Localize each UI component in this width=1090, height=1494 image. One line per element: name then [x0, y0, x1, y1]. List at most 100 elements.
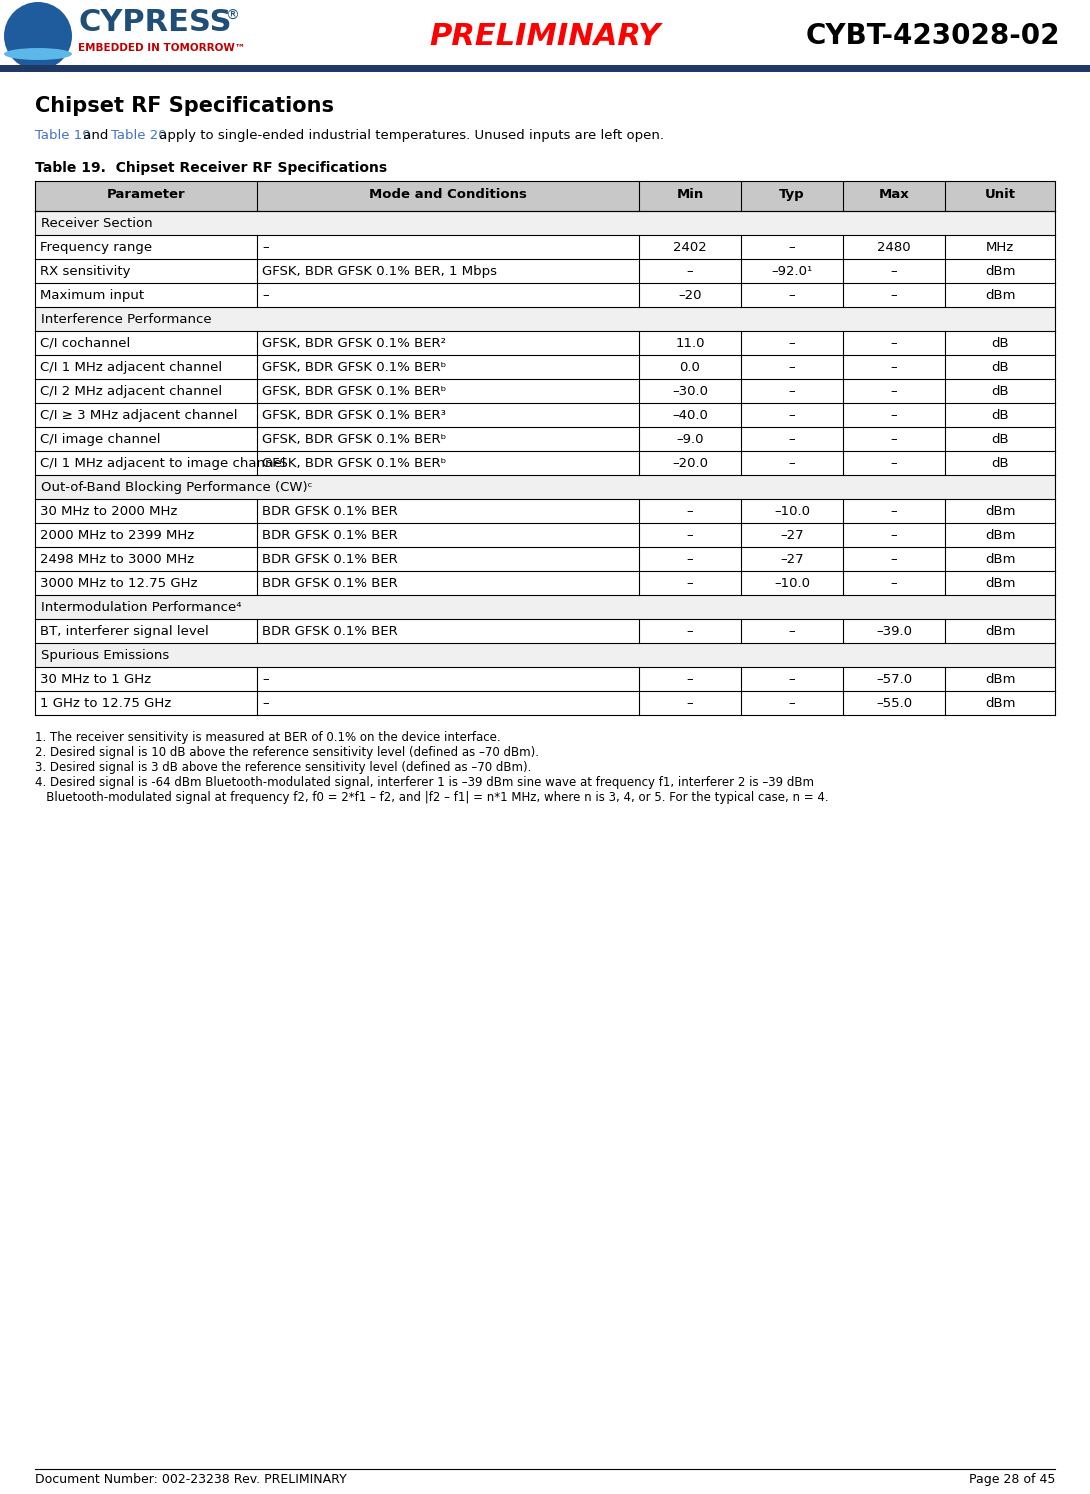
Text: Parameter: Parameter [107, 188, 185, 202]
Text: –92.0¹: –92.0¹ [772, 264, 813, 278]
Text: Intermodulation Performance⁴: Intermodulation Performance⁴ [41, 601, 242, 614]
Text: –39.0: –39.0 [876, 624, 912, 638]
Bar [35, 356, 1055, 379]
Text: –55.0: –55.0 [876, 698, 912, 710]
Text: dBm: dBm [984, 672, 1015, 686]
Text: –: – [687, 624, 693, 638]
Text: –: – [687, 264, 693, 278]
Text: GFSK, BDR GFSK 0.1% BER, 1 Mbps: GFSK, BDR GFSK 0.1% BER, 1 Mbps [262, 264, 497, 278]
Text: dB: dB [991, 338, 1009, 350]
Bar [35, 642, 1055, 666]
Text: dB: dB [991, 457, 1009, 471]
Text: PRELIMINARY: PRELIMINARY [429, 22, 661, 51]
Text: –: – [891, 338, 897, 350]
Bar [35, 181, 1055, 211]
Text: Page 28 of 45: Page 28 of 45 [969, 1473, 1055, 1487]
Text: –30.0: –30.0 [673, 385, 708, 397]
Text: dB: dB [991, 385, 1009, 397]
Text: C/I 1 MHz adjacent channel: C/I 1 MHz adjacent channel [40, 362, 222, 374]
Text: –: – [789, 433, 796, 447]
Text: RX sensitivity: RX sensitivity [40, 264, 131, 278]
Bar [35, 595, 1055, 619]
Text: BDR GFSK 0.1% BER: BDR GFSK 0.1% BER [262, 577, 398, 590]
Text: dBm: dBm [984, 577, 1015, 590]
Text: –: – [789, 288, 796, 302]
Text: dBm: dBm [984, 529, 1015, 542]
Bar [35, 282, 1055, 306]
Bar [35, 235, 1055, 258]
Text: –: – [789, 624, 796, 638]
Text: –: – [891, 362, 897, 374]
Bar [35, 619, 1055, 642]
Text: dBm: dBm [984, 553, 1015, 566]
Bar [35, 571, 1055, 595]
Text: 1. The receiver sensitivity is measured at BER of 0.1% on the device interface.: 1. The receiver sensitivity is measured … [35, 731, 500, 744]
Text: –: – [789, 362, 796, 374]
Text: 2480: 2480 [877, 241, 911, 254]
Text: 1 GHz to 12.75 GHz: 1 GHz to 12.75 GHz [40, 698, 171, 710]
Text: Min: Min [677, 188, 704, 202]
Bar [35, 211, 1055, 235]
Text: BDR GFSK 0.1% BER: BDR GFSK 0.1% BER [262, 624, 398, 638]
Text: –: – [789, 409, 796, 421]
Text: –: – [262, 698, 268, 710]
Text: –: – [891, 553, 897, 566]
Text: 11.0: 11.0 [675, 338, 705, 350]
Text: –: – [262, 288, 268, 302]
Text: BDR GFSK 0.1% BER: BDR GFSK 0.1% BER [262, 505, 398, 518]
Text: –: – [262, 672, 268, 686]
Text: C/I 1 MHz adjacent to image channel: C/I 1 MHz adjacent to image channel [40, 457, 286, 471]
Text: EMBEDDED IN TOMORROW™: EMBEDDED IN TOMORROW™ [78, 43, 245, 52]
Text: –: – [891, 288, 897, 302]
Text: dBm: dBm [984, 698, 1015, 710]
Bar [35, 475, 1055, 499]
Text: BDR GFSK 0.1% BER: BDR GFSK 0.1% BER [262, 529, 398, 542]
Text: –27: –27 [780, 553, 803, 566]
Text: dB: dB [991, 433, 1009, 447]
Text: dB: dB [991, 409, 1009, 421]
Bar [0, 66, 1090, 72]
Text: –: – [687, 553, 693, 566]
Text: –: – [891, 505, 897, 518]
Text: –10.0: –10.0 [774, 505, 810, 518]
Bar [35, 451, 1055, 475]
Text: –: – [891, 385, 897, 397]
Text: dBm: dBm [984, 505, 1015, 518]
Text: Receiver Section: Receiver Section [41, 217, 153, 230]
Text: GFSK, BDR GFSK 0.1% BER³: GFSK, BDR GFSK 0.1% BER³ [262, 409, 446, 421]
Text: –20.0: –20.0 [673, 457, 708, 471]
Text: GFSK, BDR GFSK 0.1% BERᵇ: GFSK, BDR GFSK 0.1% BERᵇ [262, 362, 447, 374]
Text: Max: Max [879, 188, 909, 202]
Bar [35, 692, 1055, 716]
Text: C/I cochannel: C/I cochannel [40, 338, 130, 350]
Text: Maximum input: Maximum input [40, 288, 144, 302]
Text: MHz: MHz [985, 241, 1014, 254]
Text: Table 20: Table 20 [111, 128, 167, 142]
Text: BT, interferer signal level: BT, interferer signal level [40, 624, 209, 638]
Text: ®: ® [225, 9, 239, 22]
Text: Document Number: 002-23238 Rev. PRELIMINARY: Document Number: 002-23238 Rev. PRELIMIN… [35, 1473, 347, 1487]
Text: 2498 MHz to 3000 MHz: 2498 MHz to 3000 MHz [40, 553, 194, 566]
Text: 3000 MHz to 12.75 GHz: 3000 MHz to 12.75 GHz [40, 577, 197, 590]
Text: and: and [78, 128, 112, 142]
Text: CYBT-423028-02: CYBT-423028-02 [806, 22, 1059, 49]
Text: –20: –20 [678, 288, 702, 302]
Text: –: – [687, 505, 693, 518]
Text: GFSK, BDR GFSK 0.1% BER²: GFSK, BDR GFSK 0.1% BER² [262, 338, 446, 350]
Text: –: – [687, 672, 693, 686]
Text: dBm: dBm [984, 624, 1015, 638]
Bar [35, 666, 1055, 692]
Text: –: – [891, 529, 897, 542]
Text: –: – [891, 264, 897, 278]
Text: –: – [891, 577, 897, 590]
Text: GFSK, BDR GFSK 0.1% BERᵇ: GFSK, BDR GFSK 0.1% BERᵇ [262, 433, 447, 447]
Text: dBm: dBm [984, 288, 1015, 302]
Text: C/I ≥ 3 MHz adjacent channel: C/I ≥ 3 MHz adjacent channel [40, 409, 238, 421]
Bar [35, 547, 1055, 571]
Text: 30 MHz to 1 GHz: 30 MHz to 1 GHz [40, 672, 152, 686]
Text: 3. Desired signal is 3 dB above the reference sensitivity level (defined as –70 : 3. Desired signal is 3 dB above the refe… [35, 760, 532, 774]
Text: –57.0: –57.0 [876, 672, 912, 686]
Text: –: – [891, 433, 897, 447]
Text: –40.0: –40.0 [673, 409, 707, 421]
Bar [35, 523, 1055, 547]
